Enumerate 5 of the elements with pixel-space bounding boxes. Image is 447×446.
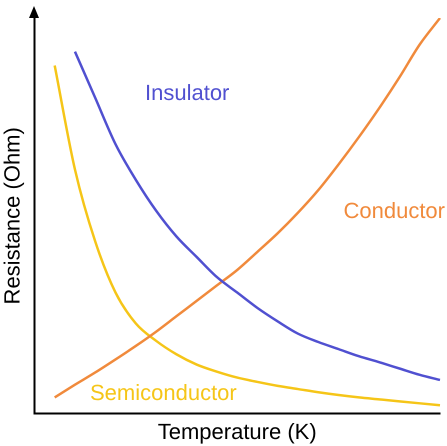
series-label: Insulator <box>145 80 230 105</box>
series-label: Conductor <box>343 198 445 223</box>
y-axis-title: Resistance (Ohm) <box>0 127 24 304</box>
series-label: Semiconductor <box>90 380 237 405</box>
x-axis-title: Temperature (K) <box>158 418 317 444</box>
